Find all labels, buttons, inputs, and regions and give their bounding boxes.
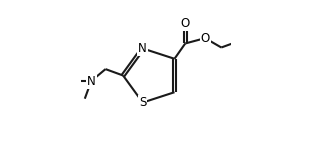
Text: N: N: [87, 75, 95, 88]
Text: S: S: [139, 96, 146, 109]
Text: O: O: [181, 17, 190, 30]
Text: N: N: [138, 42, 147, 55]
Text: O: O: [201, 32, 210, 45]
